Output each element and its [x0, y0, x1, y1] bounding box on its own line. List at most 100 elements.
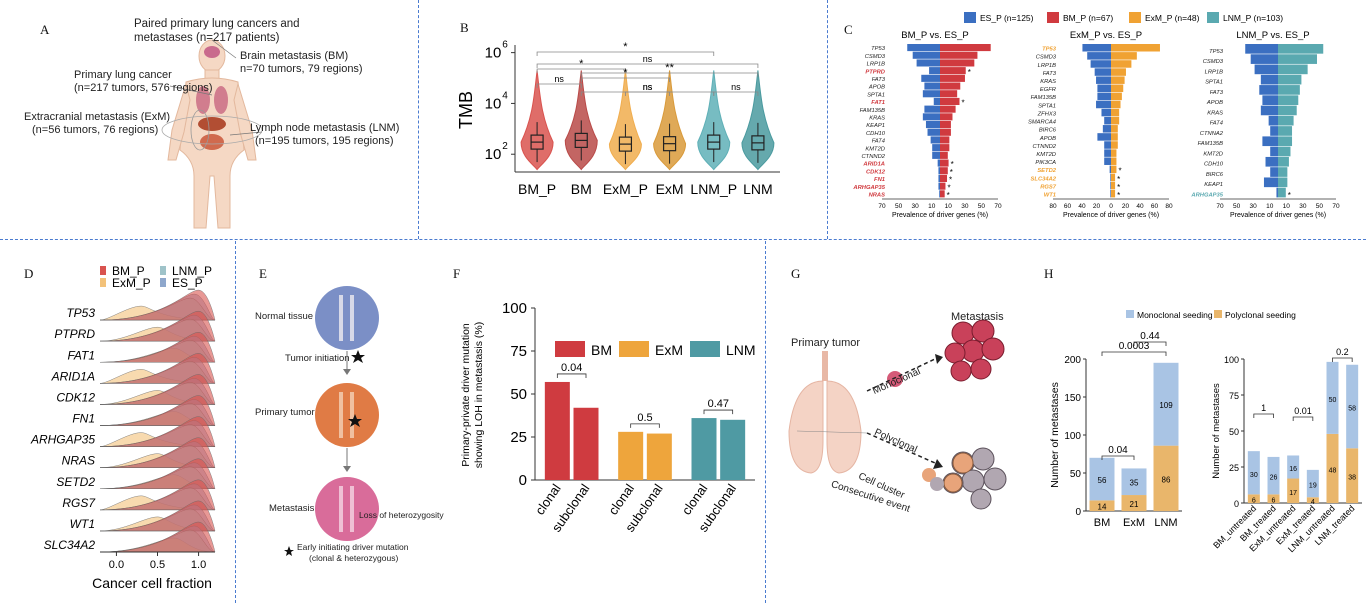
- h2-bracket: [1292, 416, 1314, 421]
- c-gene-label: KMT2D: [865, 146, 885, 152]
- c-legend-label: ES_P (n=125): [980, 13, 1034, 23]
- h1-pvalue: 0.04: [1108, 445, 1128, 456]
- c-x-tick-label: 60: [1064, 203, 1072, 210]
- h1-y-tick-label: 100: [1064, 431, 1081, 442]
- c-legend-label: BM_P (n=67): [1063, 13, 1113, 23]
- c-bar-met: [1278, 54, 1317, 64]
- h2-value-monoclonal: 26: [1270, 475, 1278, 482]
- c-bar-es: [1276, 187, 1278, 198]
- c-bar-met: [940, 190, 945, 198]
- d-legend-label: LNM_P: [172, 264, 212, 278]
- c-gene-label: BIRC6: [1039, 128, 1057, 134]
- b-x-tick-label: LNM: [743, 181, 773, 197]
- bm-count: n=70 tumors, 79 regions): [240, 63, 363, 75]
- h2-bar-polyclonal: [1267, 494, 1280, 503]
- c-x-tick-label: 30: [961, 203, 969, 210]
- c-gene-label: FAT1: [871, 100, 885, 106]
- b-x-tick-label: BM_P: [518, 181, 556, 197]
- c-bar-es: [927, 128, 940, 136]
- f-y-tick-label: 100: [502, 300, 527, 317]
- c-bar-es: [924, 105, 940, 113]
- loh-bar-chart: 0 25 50 75 100 Primary-private driver mutatio…: [460, 300, 756, 535]
- b-y-tick-exp: 2: [502, 141, 508, 152]
- h2-value-polyclonal: 48: [1329, 467, 1337, 474]
- c-bar-es: [939, 190, 940, 198]
- h1-pvalue: 0.0003: [1119, 341, 1150, 352]
- h2-bar-polyclonal: [1326, 433, 1339, 503]
- h2-value-polyclonal: 17: [1289, 490, 1297, 497]
- c-bar-es: [932, 151, 940, 159]
- h1-y-tick-label: 0: [1075, 507, 1081, 518]
- b-bracket: [536, 51, 715, 56]
- c-x-label: Prevalence of driver genes (%): [1230, 212, 1326, 219]
- b-bracket-label: ns: [731, 82, 741, 92]
- panel-divider-ab: [418, 0, 419, 239]
- c-gene-label: TP53: [871, 46, 886, 52]
- c-star: *: [1117, 175, 1120, 184]
- driver-note-sub: (clonal & heterozygous): [309, 553, 399, 563]
- c-star: *: [947, 191, 950, 200]
- c-star: *: [1288, 191, 1291, 200]
- c-bar-es: [922, 90, 940, 98]
- c-gene-label: FAT4: [1210, 121, 1223, 127]
- c-bar-met: [940, 74, 965, 82]
- c-bar-met: [1111, 44, 1160, 52]
- c-bar-met: [940, 182, 946, 190]
- c-bar-es: [1097, 133, 1111, 141]
- c-bar-es: [1097, 84, 1111, 93]
- c-bar-met: [1278, 177, 1288, 188]
- c-bar-es: [1087, 52, 1111, 60]
- c-gene-label: NRAS: [869, 193, 886, 199]
- seeding-schematic: [788, 319, 1007, 510]
- d-gene-label: CDK12: [56, 390, 95, 404]
- c-legend-swatch: [1047, 12, 1059, 23]
- h2-bracket: [1253, 413, 1274, 418]
- panel-d-letter: D: [24, 266, 34, 281]
- c-bar-es: [922, 113, 940, 121]
- d-gene-label: PTPRD: [54, 327, 95, 341]
- b-bracket-label: **: [665, 62, 674, 74]
- c-bar-es: [907, 44, 940, 52]
- c-bar-met: [1111, 165, 1117, 174]
- c-bar-met: [940, 151, 948, 159]
- d-gene-label: NRAS: [62, 454, 95, 468]
- c-gene-label: TP53: [1209, 49, 1224, 55]
- h2-pvalue: 1: [1261, 403, 1266, 413]
- h2-bar-polyclonal: [1306, 497, 1319, 503]
- h2-y-tick-label: 100: [1224, 355, 1239, 365]
- f-y-tick-label: 50: [510, 386, 527, 403]
- panel-divider-fg: [765, 241, 766, 603]
- c-bar-es: [1268, 115, 1278, 126]
- f-bar: [646, 433, 672, 480]
- lnm-label: Lymph node metastasis (LNM): [250, 122, 400, 134]
- f-y-tick-label: 25: [510, 429, 527, 446]
- c-bar-met: [1278, 105, 1297, 116]
- d-density: [99, 437, 216, 468]
- c-x-label: Prevalence of driver genes (%): [1063, 212, 1159, 219]
- h2-value-monoclonal: 19: [1309, 483, 1317, 490]
- h1-bar-polyclonal: [1121, 495, 1147, 511]
- b-x-tick-label: ExM: [656, 181, 684, 197]
- c-x-tick-label: 50: [978, 203, 986, 210]
- b-y-tick-exp: 6: [502, 40, 508, 51]
- primary-count: (n=217 tumors, 576 regions): [74, 82, 213, 94]
- c-subplot-title: BM_P vs. ES_P: [901, 30, 968, 41]
- c-gene-label: KMT2D: [1036, 152, 1056, 158]
- driver-note: Early initiating driver mutation: [297, 542, 409, 552]
- b-bracket-label: ns: [643, 82, 653, 92]
- c-bar-met: [1111, 100, 1121, 109]
- b-x-tick-label: BM: [571, 181, 592, 197]
- c-gene-label: APOB: [1039, 136, 1056, 142]
- c-bar-met: [1278, 156, 1289, 167]
- primary-label: Primary lung cancer: [74, 69, 172, 81]
- h2-bar-polyclonal: [1287, 478, 1300, 503]
- panel-b: B TMB 10 2 10 4 10 6 BM_P BM ExM_P ExM LNM_P LNM * ns *…: [420, 0, 826, 239]
- panel-a-letter: A: [40, 22, 50, 37]
- b-bracket-label: ns: [554, 74, 564, 84]
- panel-divider-horizontal: [0, 239, 1366, 240]
- c-x-tick-label: 70: [878, 203, 886, 210]
- d-density: [99, 521, 216, 553]
- d-legend-swatch: [160, 278, 166, 287]
- c-x-tick-label: 10: [928, 203, 936, 210]
- c-gene-label: FN1: [874, 177, 885, 183]
